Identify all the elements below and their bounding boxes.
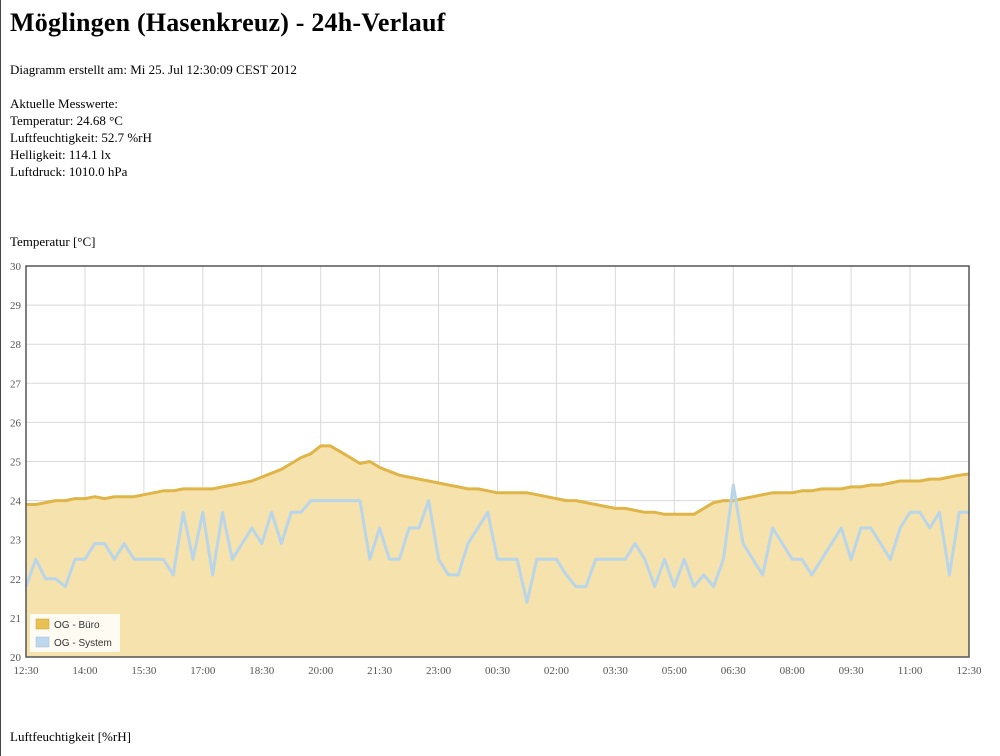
x-tick-label: 17:00 [190,665,216,677]
x-tick-label: 23:00 [426,665,452,677]
y-axis-ticks: 20 21 22 23 24 25 26 27 28 29 30 [10,261,22,664]
legend-swatch-buero [35,618,50,630]
y-tick-label: 21 [10,613,21,625]
humidity-chart-title: Luftfeuchtigkeit [%rH] [10,729,131,744]
y-tick-label: 28 [10,339,22,351]
series-buero-area [26,445,969,657]
created-timestamp: Diagramm erstellt am: Mi 25. Jul 12:30:0… [10,62,297,77]
x-tick-label: 00:30 [485,665,511,677]
series-buero-line [26,444,970,516]
measures-heading: Aktuelle Messwerte: [10,96,118,111]
temperature-chart-title: Temperatur [°C] [10,234,96,249]
y-tick-label: 22 [10,574,21,586]
chart-legend: OG - Büro OG - System [30,614,120,652]
measure-brightness: Helligkeit: 114.1 lx [10,147,111,162]
temperature-chart: 20 21 22 23 24 25 26 27 28 29 30 12:30 14:00 15:30 17… [10,261,982,677]
y-tick-label: 25 [10,457,22,469]
x-tick-label: 20:00 [308,665,334,677]
x-tick-label: 12:30 [956,665,982,677]
x-tick-label: 11:00 [898,665,923,677]
x-tick-label: 02:00 [544,665,570,677]
measure-temperature: Temperatur: 24.68 °C [10,113,123,128]
y-tick-label: 26 [10,417,22,429]
y-tick-label: 27 [10,378,22,390]
y-tick-label: 20 [10,652,22,664]
y-tick-label: 29 [10,300,22,312]
x-tick-label: 06:30 [721,665,747,677]
legend-label-buero: OG - Büro [54,620,100,631]
y-tick-label: 30 [10,261,22,273]
legend-swatch-system [35,636,50,648]
measure-humidity: Luftfeuchtigkeit: 52.7 %rH [10,130,152,145]
window-left-edge [0,0,1,756]
x-tick-label: 08:00 [780,665,806,677]
x-tick-label: 15:30 [131,665,157,677]
measure-pressure: Luftdruck: 1010.0 hPa [10,164,128,179]
x-axis-ticks: 12:30 14:00 15:30 17:00 18:30 20:00 21:30 23:00… [13,665,982,677]
x-tick-label: 05:00 [662,665,688,677]
x-tick-label: 21:30 [367,665,393,677]
legend-label-system: OG - System [54,638,112,649]
x-tick-label: 14:00 [72,665,98,677]
current-measurements: Aktuelle Messwerte: Temperatur: 24.68 °C… [10,95,152,180]
chart-frame [25,265,970,658]
x-tick-label: 03:30 [603,665,629,677]
x-tick-label: 09:30 [839,665,865,677]
y-tick-label: 23 [10,535,22,547]
x-tick-label: 12:30 [13,665,39,677]
series-system-line [24,483,969,604]
page-title: Möglingen (Hasenkreuz) - 24h-Verlauf [10,8,446,37]
y-tick-label: 24 [10,496,22,508]
x-tick-label: 18:30 [249,665,275,677]
